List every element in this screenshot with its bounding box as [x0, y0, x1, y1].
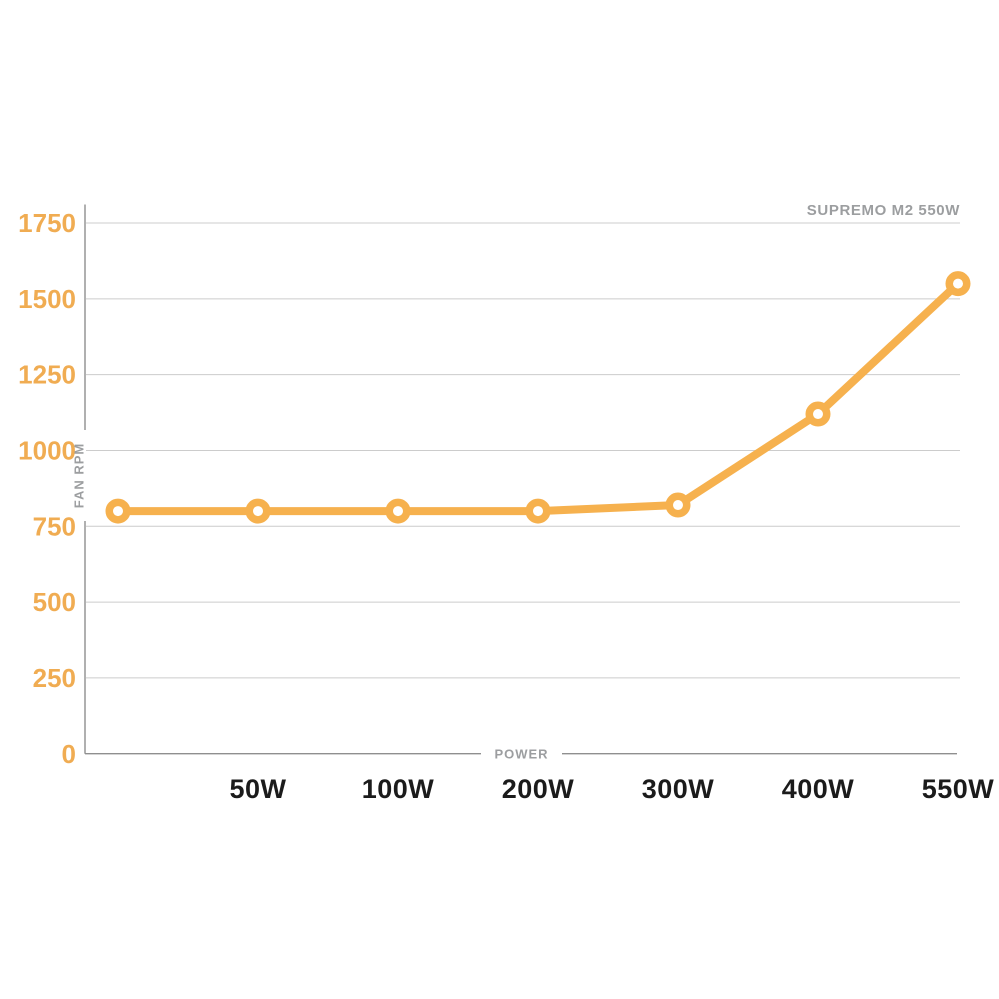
- y-axis-tick-label: 750: [33, 511, 76, 541]
- y-axis-tick-label: 250: [33, 663, 76, 693]
- x-axis-tick-label: 200W: [502, 774, 575, 804]
- y-axis-tick-label: 1000: [18, 436, 76, 466]
- x-axis-tick-label: 550W: [922, 774, 995, 804]
- data-point-marker: [525, 498, 551, 524]
- data-point-marker: [805, 401, 831, 427]
- y-axis-tick-label: 1750: [18, 208, 76, 238]
- data-point-marker: [245, 498, 271, 524]
- fan-rpm-line: [114, 279, 962, 516]
- data-point-marker: [385, 498, 411, 524]
- x-axis-title: POWER: [494, 746, 548, 761]
- y-axis-tick-label: 1500: [18, 284, 76, 314]
- x-axis-tick-label: 400W: [782, 774, 855, 804]
- y-axis-title: FAN RPM: [72, 443, 87, 509]
- x-axis-tick-label: 300W: [642, 774, 715, 804]
- x-axis-tick-label: 100W: [362, 774, 435, 804]
- data-point-marker: [945, 271, 971, 297]
- y-axis-tick-label: 0: [62, 739, 76, 769]
- data-point-marker: [665, 492, 691, 518]
- y-axis-tick-label: 500: [33, 587, 76, 617]
- x-axis-tick-label: 50W: [229, 774, 286, 804]
- data-point-marker: [105, 498, 131, 524]
- chart-title: SUPREMO M2 550W: [806, 202, 960, 219]
- y-axis-tick-label: 1250: [18, 360, 76, 390]
